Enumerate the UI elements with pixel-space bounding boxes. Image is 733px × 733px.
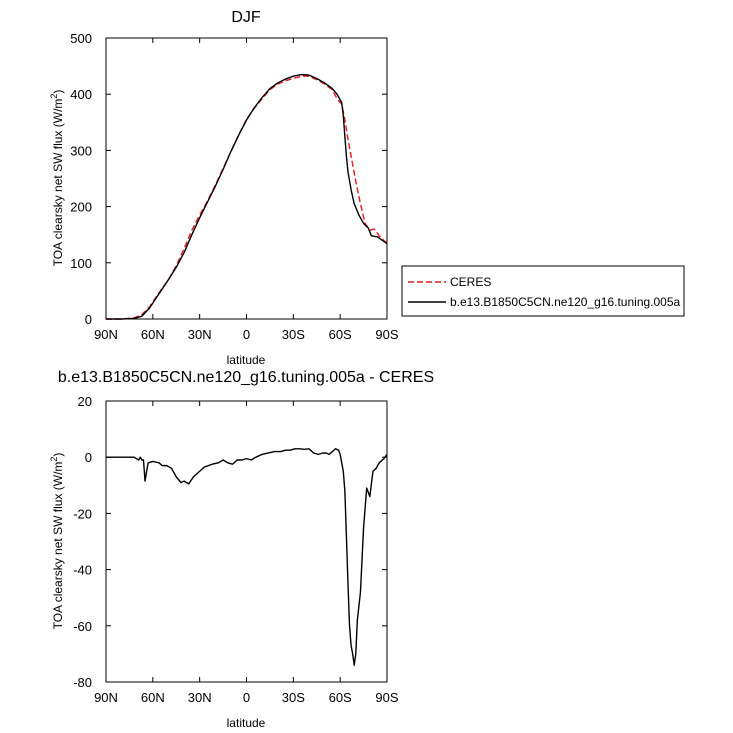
x-tick-label: 90N	[94, 327, 118, 342]
y-tick-label: 0	[85, 312, 92, 327]
series-line-0	[106, 75, 388, 320]
bottom-y-axis-label-main: TOA clearsky net SW flux (W/m	[51, 462, 65, 630]
bottom-x-axis-label: latitude	[227, 716, 266, 730]
x-tick-label: 0	[243, 327, 250, 342]
y-tick-label: 500	[70, 31, 92, 46]
x-tick-label: 0	[243, 690, 250, 705]
y-tick-label: 20	[78, 394, 92, 409]
bottom-plot-frame	[105, 400, 388, 683]
y-tick-label: 200	[70, 200, 92, 215]
y-tick-label: -60	[73, 619, 92, 634]
x-tick-label: 30S	[282, 690, 305, 705]
x-tick-label: 30N	[188, 327, 212, 342]
y-tick-label: 400	[70, 87, 92, 102]
y-tick-label: 300	[70, 143, 92, 158]
x-tick-label: 60S	[329, 327, 352, 342]
x-tick-label: 60N	[141, 327, 165, 342]
top-series-lines	[106, 73, 388, 320]
top-y-axis-label-end: )	[51, 90, 65, 94]
series-line-0	[106, 448, 388, 666]
x-tick-label: 60N	[141, 690, 165, 705]
x-tick-label: 30N	[188, 690, 212, 705]
bottom-y-axis-label: TOA clearsky net SW flux (W/m2)	[49, 453, 65, 630]
bottom-panel: b.e13.B1850C5CN.ne120_g16.tuning.005a - …	[49, 369, 434, 730]
y-tick-label: 100	[70, 256, 92, 271]
bottom-y-axis-label-sup: 2	[49, 457, 59, 462]
x-tick-label: 90N	[94, 690, 118, 705]
top-y-axis-label-main: TOA clearsky net SW flux (W/m	[51, 99, 65, 267]
x-tick-label: 90S	[375, 327, 398, 342]
y-tick-label: -20	[73, 506, 92, 521]
x-tick-label: 90S	[375, 690, 398, 705]
top-panel-title: DJF	[231, 9, 261, 26]
top-y-axis-label-sup: 2	[49, 94, 59, 99]
legend-label-model: b.e13.B1850C5CN.ne120_g16.tuning.005a	[450, 295, 681, 309]
legend-box	[401, 265, 685, 317]
top-axis-ticks: 90N 60N 30N 0 30S 60S 90S 0 100 200 300 400 500	[70, 31, 399, 342]
bottom-panel-title: b.e13.B1850C5CN.ne120_g16.tuning.005a - …	[58, 369, 434, 386]
bottom-axis-ticks: 90N 60N 30N 0 30S 60S 90S -80 -60 -40 -20 0 20	[73, 394, 399, 705]
y-tick-label: 0	[85, 450, 92, 465]
top-plot-frame	[105, 37, 388, 320]
bottom-y-axis-label-end: )	[51, 453, 65, 457]
series-line-1	[106, 73, 388, 320]
legend-label-ceres: CERES	[450, 275, 491, 289]
y-tick-label: -80	[73, 675, 92, 690]
top-x-axis-label: latitude	[227, 353, 266, 367]
y-tick-label: -40	[73, 563, 92, 578]
top-y-axis-label: TOA clearsky net SW flux (W/m2)	[49, 90, 65, 267]
x-tick-label: 60S	[329, 690, 352, 705]
top-panel: DJF 90N 60N 30N 0 30S 60S 90S0100200300400500 …	[49, 9, 685, 367]
legend: CERES b.e13.B1850C5CN.ne120_g16.tuning.0…	[401, 265, 685, 317]
bottom-series-lines	[106, 448, 388, 666]
x-tick-label: 30S	[282, 327, 305, 342]
